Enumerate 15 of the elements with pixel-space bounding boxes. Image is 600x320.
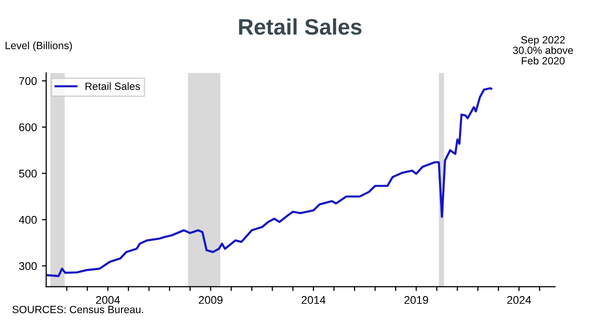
y-axis-title: Level (Billions) <box>6 42 72 52</box>
y-tick-label: 500 <box>19 170 37 178</box>
x-tick-label: 2024 <box>507 296 532 304</box>
x-tick-label: 2019 <box>404 296 428 304</box>
chart-title: Retail Sales <box>239 18 362 35</box>
x-tick-label: 2014 <box>302 296 326 304</box>
y-tick-label: 300 <box>19 262 37 270</box>
source-note: SOURCES: Census Bureau. <box>12 306 144 314</box>
y-tick-label: 700 <box>19 77 37 85</box>
y-tick-label: 400 <box>18 216 37 224</box>
legend-label: Retail Sales <box>86 82 140 90</box>
x-tick-label: 2004 <box>96 296 120 304</box>
x-tick-label: 2009 <box>198 296 222 304</box>
text: Sep 2022 30.0% above Feb 2020 <box>512 36 573 64</box>
y-tick-label: 600 <box>19 123 37 132</box>
